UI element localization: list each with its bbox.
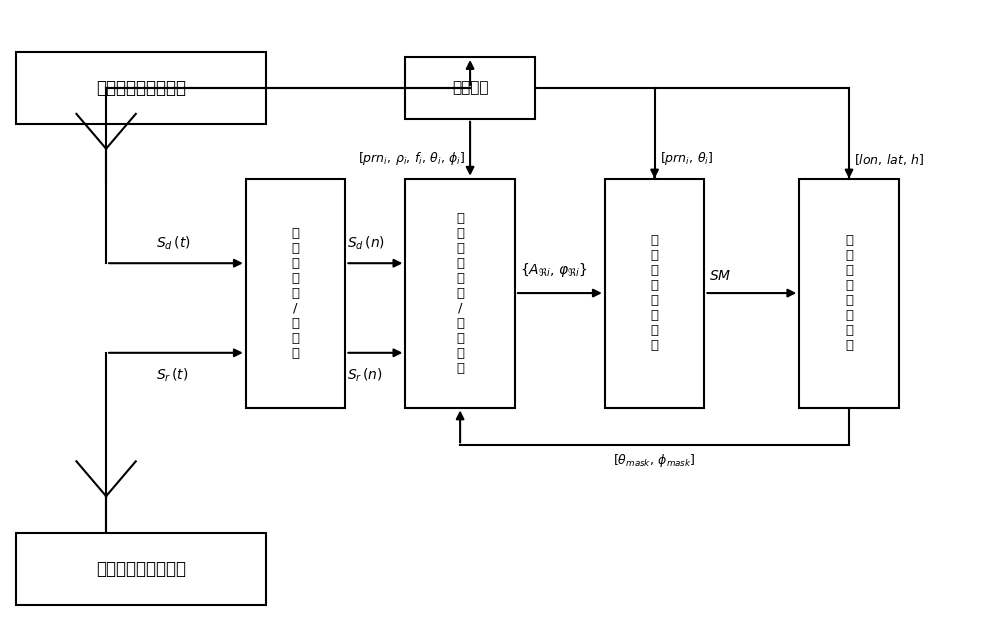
Text: 模
数
转
换
器
/
采
样
器: 模 数 转 换 器 / 采 样 器 (292, 227, 300, 360)
Text: 导航模块: 导航模块 (452, 80, 488, 96)
Text: 土
壤
湿
度
估
计
模
块: 土 壤 湿 度 估 计 模 块 (651, 234, 659, 352)
Text: $S_d\,(t)$: $S_d\,(t)$ (156, 235, 191, 252)
Text: $[\theta_{mask},\,\phi_{mask}]$: $[\theta_{mask},\,\phi_{mask}]$ (613, 452, 696, 469)
FancyBboxPatch shape (16, 52, 266, 124)
Text: $[lon,\,lat,\,h]$: $[lon,\,lat,\,h]$ (854, 151, 925, 167)
Text: $S_r\,(t)$: $S_r\,(t)$ (156, 367, 188, 384)
Text: $[prn_i,\,\theta_i]$: $[prn_i,\,\theta_i]$ (660, 150, 713, 167)
FancyBboxPatch shape (605, 179, 704, 407)
Text: 双频右旋圆极化天线: 双频右旋圆极化天线 (96, 79, 186, 97)
FancyBboxPatch shape (405, 57, 535, 119)
FancyBboxPatch shape (16, 533, 266, 604)
Text: $SM$: $SM$ (709, 269, 732, 283)
Text: $S_d\,(n)$: $S_d\,(n)$ (347, 235, 385, 252)
FancyBboxPatch shape (799, 179, 899, 407)
Text: 反
射
信
号
回
放
/
参
数
提
取: 反 射 信 号 回 放 / 参 数 提 取 (456, 211, 464, 375)
Text: $[prn_i,\,\rho_i,\,f_i,\,\theta_i,\,\phi_i]$: $[prn_i,\,\rho_i,\,f_i,\,\theta_i,\,\phi… (358, 150, 465, 167)
Text: 双频左旋圆极化天线: 双频左旋圆极化天线 (96, 560, 186, 578)
Text: 土
壤
湿
度
输
出
模
块: 土 壤 湿 度 输 出 模 块 (845, 234, 853, 352)
Text: $\{A_{\Re i},\,\varphi_{\Re i}\}$: $\{A_{\Re i},\,\varphi_{\Re i}\}$ (520, 261, 588, 279)
FancyBboxPatch shape (246, 179, 345, 407)
Text: $S_r\,(n)$: $S_r\,(n)$ (347, 367, 383, 384)
FancyBboxPatch shape (405, 179, 515, 407)
